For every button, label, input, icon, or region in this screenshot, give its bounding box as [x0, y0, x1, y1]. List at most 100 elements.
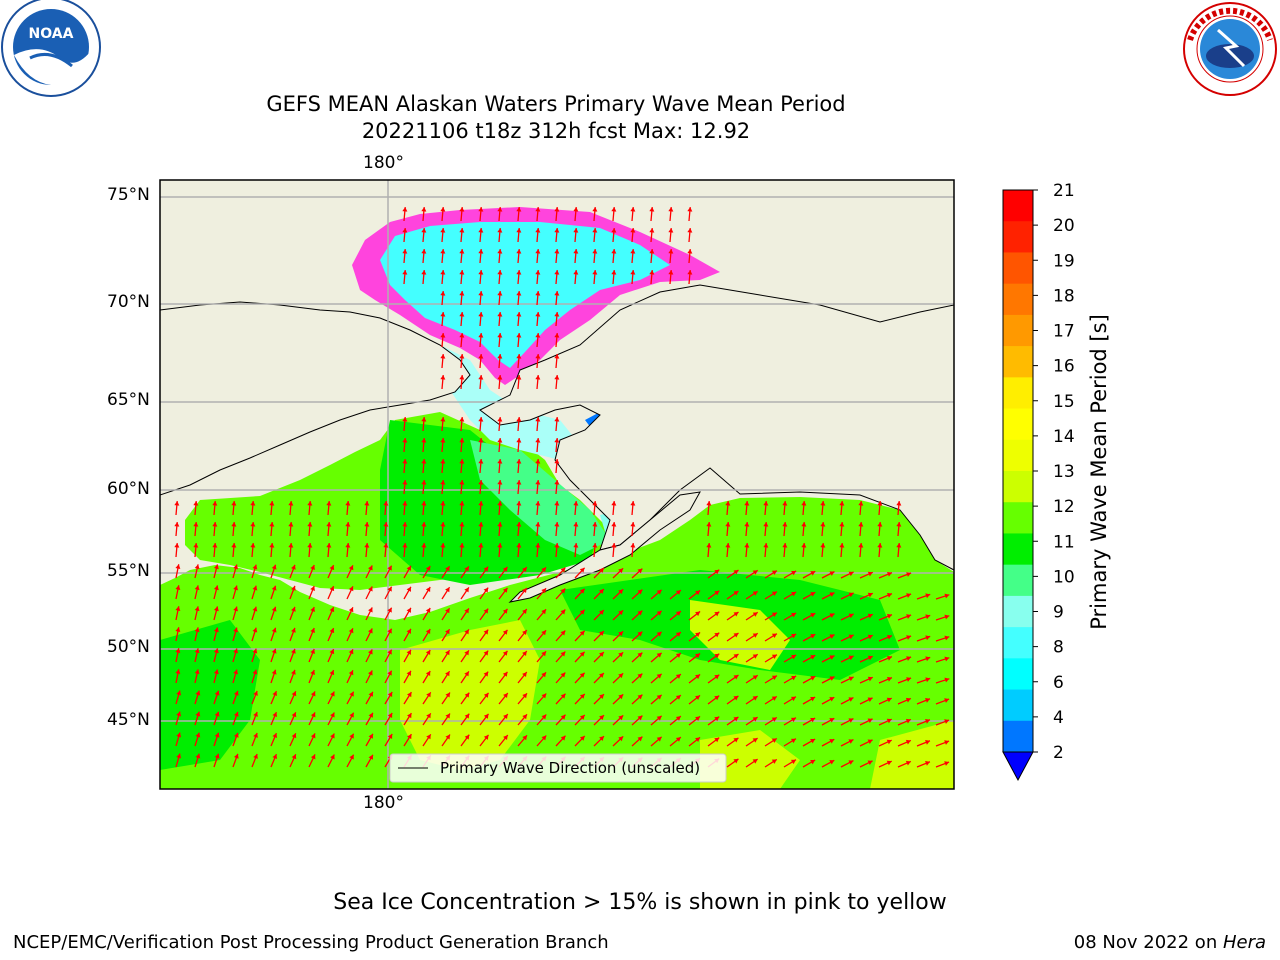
direction-arrowhead [763, 501, 769, 506]
direction-arrowhead [944, 593, 950, 599]
direction-arrowhead [214, 732, 220, 738]
direction-arrowhead [330, 712, 335, 718]
direction-arrowhead [426, 713, 431, 719]
direction-arrowhead [387, 586, 392, 592]
direction-arrowhead [440, 249, 446, 254]
direction-arrowhead [668, 270, 674, 275]
direction-arrowhead [810, 655, 816, 660]
direction-arrowhead [497, 354, 503, 359]
colorbar-tick-label: 15 [1053, 392, 1075, 412]
direction-arrowhead [668, 207, 674, 212]
direction-arrowhead [502, 608, 508, 614]
direction-arrowhead [618, 652, 624, 658]
direction-arrowhead [214, 690, 220, 696]
direction-arrowhead [649, 228, 655, 233]
colorbar-segment [1003, 439, 1033, 472]
direction-arrowhead [782, 543, 788, 548]
colorbar-segment [1003, 221, 1033, 253]
direction-arrowhead [839, 501, 845, 506]
direction-arrowhead [763, 522, 769, 527]
direction-arrowhead [906, 572, 912, 577]
direction-arrowhead [695, 716, 701, 722]
direction-arrowhead [421, 207, 427, 212]
direction-arrowhead [478, 375, 484, 380]
noaa-logo: NOAA [1, 0, 101, 97]
direction-arrowhead [687, 207, 693, 212]
direction-arrowhead [905, 760, 911, 766]
direction-arrowhead [213, 585, 219, 591]
direction-arrowhead [905, 739, 911, 745]
direction-arrowhead [503, 714, 508, 720]
direction-arrowhead [193, 522, 199, 527]
direction-arrowhead [233, 606, 239, 612]
direction-arrowhead [839, 522, 845, 527]
direction-arrowhead [554, 438, 560, 443]
direction-arrowhead [175, 669, 181, 675]
direction-arrowhead [516, 375, 522, 380]
colorbar-tick-label: 11 [1053, 532, 1075, 552]
direction-arrowhead [387, 670, 392, 676]
direction-arrowhead [791, 570, 797, 576]
direction-arrowhead [592, 228, 598, 233]
direction-arrowhead [541, 630, 547, 636]
colorbar-segment [1003, 533, 1033, 566]
direction-arrowhead [752, 675, 758, 680]
direction-arrowhead [445, 566, 450, 572]
wave-direction-arrows [174, 206, 950, 768]
direction-arrowhead [611, 522, 617, 527]
direction-arrowhead [272, 691, 278, 697]
direction-arrowhead [310, 754, 316, 760]
direction-arrowhead [383, 543, 389, 548]
direction-arrowhead [706, 522, 712, 527]
direction-arrowhead [782, 522, 788, 527]
direction-arrowhead [445, 608, 450, 614]
direction-arrowhead [269, 501, 275, 506]
direction-arrowhead [867, 739, 873, 745]
direction-arrowhead [771, 696, 777, 701]
direction-arrowhead [560, 693, 566, 699]
direction-arrowhead [599, 631, 604, 636]
direction-arrowhead [421, 270, 427, 275]
direction-arrowhead [497, 312, 503, 317]
footer-date: 08 Nov 2022 on [1073, 932, 1223, 953]
direction-arrowhead [886, 739, 892, 745]
direction-arrowhead [579, 588, 585, 594]
direction-arrowhead [554, 270, 560, 275]
direction-arrowhead [579, 735, 585, 741]
direction-arrowhead [212, 501, 218, 506]
direction-arrowhead [637, 736, 643, 742]
direction-arrowhead [402, 207, 408, 212]
direction-arrowhead [714, 737, 720, 743]
direction-arrowhead [478, 543, 484, 548]
direction-arrowhead [175, 648, 181, 654]
direction-arrowhead [829, 655, 835, 660]
direction-arrowhead [752, 759, 758, 764]
direction-arrowhead [288, 522, 294, 527]
direction-arrowhead [478, 354, 484, 359]
direction-arrowhead [535, 312, 541, 317]
direction-arrowhead [714, 695, 720, 701]
lat-label-65: 65°N [107, 390, 150, 410]
direction-arrowhead [535, 522, 541, 527]
direction-arrowhead [291, 564, 296, 570]
direction-arrowhead [464, 671, 469, 677]
direction-arrowhead [483, 587, 489, 593]
direction-arrowhead [425, 566, 431, 572]
direction-arrowhead [925, 614, 931, 620]
direction-arrowhead [516, 438, 522, 443]
direction-arrowhead [271, 627, 277, 633]
direction-arrowhead [421, 417, 427, 422]
direction-arrowhead [925, 656, 931, 662]
direction-arrowhead [516, 270, 522, 275]
direction-arrowhead [886, 697, 892, 703]
direction-arrowhead [231, 522, 237, 527]
direction-arrowhead [829, 613, 835, 618]
direction-arrowhead [364, 543, 370, 548]
direction-arrowhead [541, 609, 547, 615]
direction-arrowhead [848, 739, 854, 744]
direction-arrowhead [867, 760, 873, 766]
direction-arrowhead [440, 375, 446, 380]
direction-arrowhead [269, 522, 275, 527]
lat-label-55: 55°N [107, 561, 150, 581]
direction-arrowhead [554, 333, 560, 338]
